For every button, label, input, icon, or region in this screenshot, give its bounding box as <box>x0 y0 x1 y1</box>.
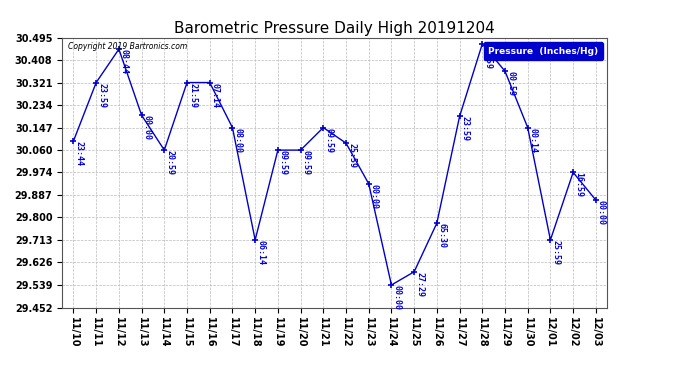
Text: 27:29: 27:29 <box>415 272 424 297</box>
Text: 00:00: 00:00 <box>143 115 152 140</box>
Text: 06:14: 06:14 <box>256 240 265 265</box>
Text: 25:59: 25:59 <box>551 240 560 265</box>
Text: 08:44: 08:44 <box>120 49 129 74</box>
Text: 09:59: 09:59 <box>302 150 310 175</box>
Text: 16:59: 16:59 <box>574 172 583 197</box>
Text: 25:59: 25:59 <box>347 143 356 168</box>
Text: 20:59: 20:59 <box>166 150 175 175</box>
Text: 23:44: 23:44 <box>75 141 83 166</box>
Text: 65:30: 65:30 <box>438 223 447 248</box>
Text: 00:14: 00:14 <box>529 128 538 153</box>
Text: Copyright 2019 Bartronics.com: Copyright 2019 Bartronics.com <box>68 42 187 51</box>
Text: 00:00: 00:00 <box>597 200 606 225</box>
Text: 21:59: 21:59 <box>188 82 197 108</box>
Text: 23:59: 23:59 <box>97 82 106 108</box>
Text: 09:59: 09:59 <box>279 150 288 175</box>
Text: 00:59: 00:59 <box>506 71 515 96</box>
Text: 07:14: 07:14 <box>210 82 220 108</box>
Text: 23:59: 23:59 <box>461 117 470 141</box>
Text: 00:00: 00:00 <box>370 184 379 209</box>
Text: 08:00: 08:00 <box>233 128 242 153</box>
Text: 00:00: 00:00 <box>393 285 402 310</box>
Text: 09:59: 09:59 <box>324 128 333 153</box>
Text: 09:59: 09:59 <box>483 44 493 69</box>
Legend: Pressure  (Inches/Hg): Pressure (Inches/Hg) <box>484 42 602 60</box>
Title: Barometric Pressure Daily High 20191204: Barometric Pressure Daily High 20191204 <box>175 21 495 36</box>
